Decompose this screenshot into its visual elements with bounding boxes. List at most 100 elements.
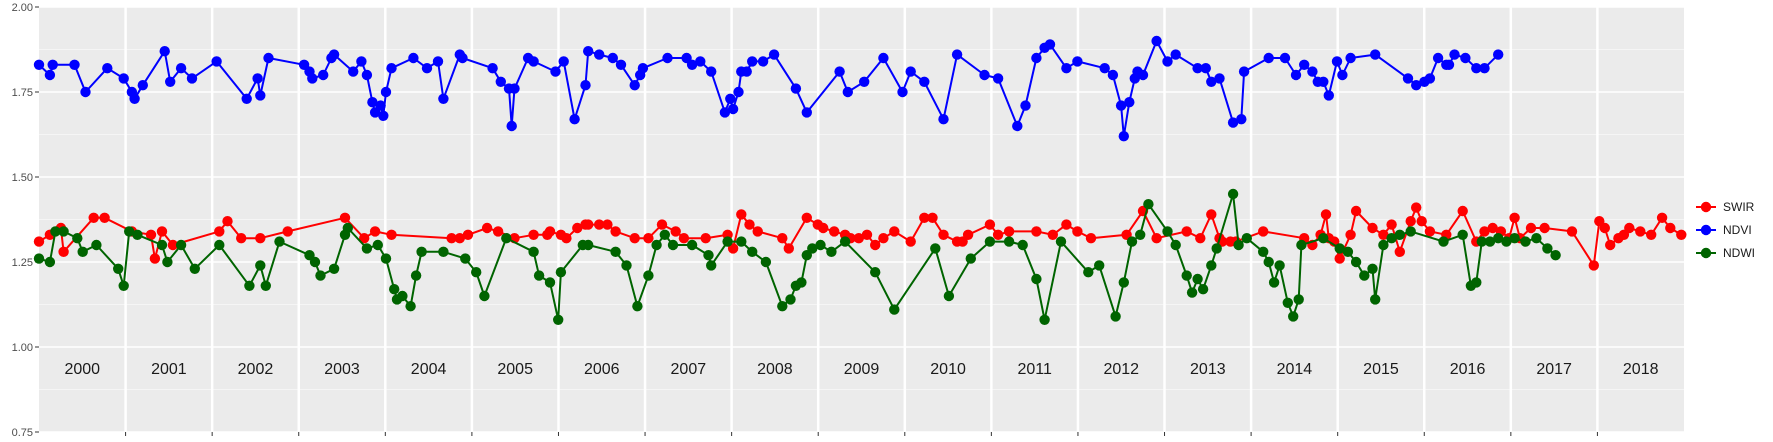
data-point-swir <box>594 219 605 230</box>
data-point-ndwi <box>1476 236 1488 247</box>
data-point-swir <box>1588 260 1600 271</box>
data-point-ndvi <box>1424 73 1436 84</box>
data-point-swir <box>744 219 755 230</box>
data-point-ndwi <box>77 246 88 257</box>
data-point-ndwi <box>1110 311 1121 322</box>
data-point-ndvi <box>211 56 222 67</box>
data-point-ndwi <box>44 256 56 268</box>
data-point-ndwi <box>889 304 900 315</box>
data-point-ndwi <box>1211 243 1222 254</box>
data-point-swir <box>1424 226 1436 237</box>
legend-item-swir: SWIR <box>1696 200 1755 214</box>
data-point-ndvi <box>747 56 758 67</box>
data-point-ndvi <box>1115 100 1127 111</box>
data-point-ndwi <box>1055 236 1067 247</box>
data-point-ndwi <box>1550 250 1561 261</box>
legend-key-point <box>1700 201 1712 213</box>
data-point-swir <box>255 233 266 244</box>
data-point-ndwi <box>533 270 545 281</box>
data-point-swir <box>369 226 381 237</box>
data-point-ndvi <box>328 49 340 60</box>
data-point-ndwi <box>132 229 143 240</box>
data-point-ndwi <box>328 263 340 274</box>
data-point-swir <box>1566 226 1578 237</box>
data-point-swir <box>1394 246 1406 257</box>
data-point-ndwi <box>1378 239 1389 251</box>
data-point-ndvi <box>1072 56 1083 67</box>
data-point-swir <box>629 233 640 244</box>
data-point-ndvi <box>741 66 752 77</box>
data-point-ndvi <box>1044 39 1056 50</box>
data-point-ndvi <box>1137 69 1149 81</box>
data-point-ndvi <box>241 93 252 105</box>
data-point-swir <box>656 219 668 230</box>
data-point-ndwi <box>1296 239 1307 251</box>
data-point-ndvi <box>733 86 744 98</box>
data-point-ndvi <box>558 56 569 67</box>
data-point-swir <box>818 222 829 234</box>
data-point-swir <box>1031 226 1042 237</box>
data-point-ndvi <box>375 100 386 111</box>
legend-label: NDWI <box>1723 246 1755 260</box>
data-point-ndwi <box>760 256 772 268</box>
series-layer <box>33 35 1687 325</box>
data-point-swir <box>752 226 763 237</box>
data-point-swir <box>583 219 594 230</box>
data-point-ndwi <box>1509 233 1520 244</box>
data-point-ndwi <box>438 246 449 257</box>
data-point-ndvi <box>834 66 845 77</box>
data-point-ndwi <box>214 239 225 251</box>
data-point-ndwi <box>651 239 662 251</box>
data-point-swir <box>446 233 457 244</box>
data-point-ndvi <box>528 56 539 67</box>
year-labels: 2000 2001 2002 2003 2004 2005 2006 2007 2008 2009… <box>64 361 1659 436</box>
data-point-ndwi <box>1288 311 1299 322</box>
year-label: 2006 <box>584 361 620 378</box>
data-point-ndwi <box>1501 236 1512 247</box>
data-point-ndwi <box>1268 277 1280 288</box>
data-point-ndvi <box>607 52 618 64</box>
data-point-ndwi <box>255 260 266 271</box>
data-point-swir <box>167 239 179 251</box>
data-point-swir <box>1624 222 1635 234</box>
data-point-ndwi <box>796 277 807 288</box>
data-point-ndwi <box>58 226 69 237</box>
data-point-swir <box>927 212 938 223</box>
data-point-ndvi <box>509 83 520 94</box>
data-point-swir <box>919 212 930 223</box>
data-point-ndvi <box>1449 49 1460 60</box>
data-point-ndvi <box>129 93 140 105</box>
data-point-ndvi <box>1411 80 1422 91</box>
data-point-ndvi <box>1323 90 1335 101</box>
data-point-ndvi <box>1337 69 1348 81</box>
data-point-swir <box>1047 229 1059 240</box>
data-point-swir <box>386 229 397 240</box>
data-point-ndvi <box>938 114 949 125</box>
data-point-ndwi <box>1350 256 1362 268</box>
data-point-ndvi <box>1200 62 1212 74</box>
data-point-ndwi <box>1282 297 1294 308</box>
data-point-ndvi <box>1227 117 1239 128</box>
data-point-ndwi <box>1438 236 1449 247</box>
data-point-ndvi <box>175 62 187 74</box>
data-point-ndvi <box>905 66 916 77</box>
data-point-ndvi <box>1471 62 1482 74</box>
data-point-ndwi <box>479 290 490 302</box>
data-point-swir <box>528 229 539 240</box>
data-point-swir <box>156 226 168 237</box>
data-point-swir <box>1509 212 1520 223</box>
data-point-ndwi <box>1484 236 1496 247</box>
data-point-ndvi <box>1331 56 1343 67</box>
data-point-ndvi <box>637 62 649 74</box>
data-point-ndvi <box>594 49 605 60</box>
legend-label: SWIR <box>1723 200 1755 214</box>
data-point-swir <box>1061 219 1072 230</box>
legend-item-ndwi: NDWI <box>1696 246 1755 260</box>
data-point-swir <box>1378 229 1389 240</box>
data-point-swir <box>236 233 247 244</box>
data-point-ndwi <box>1227 188 1239 200</box>
y-tick-label: 1.75 <box>12 87 33 99</box>
data-point-ndvi <box>495 76 506 88</box>
data-point-ndvi <box>47 59 58 70</box>
data-point-ndwi <box>1258 246 1269 257</box>
